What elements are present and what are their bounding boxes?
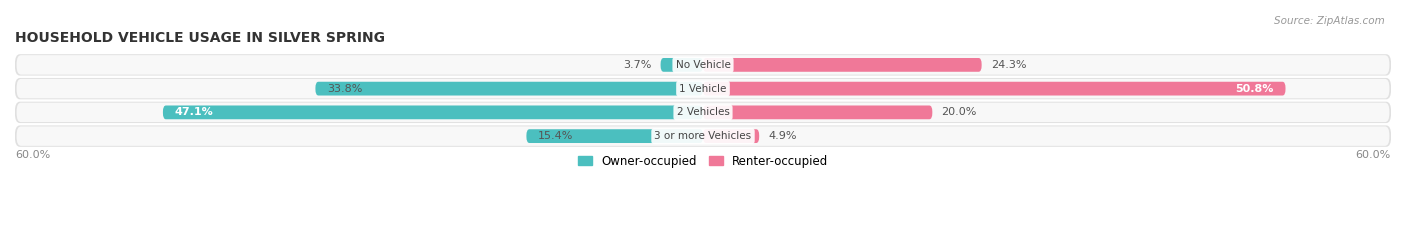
FancyBboxPatch shape bbox=[661, 58, 703, 72]
FancyBboxPatch shape bbox=[703, 106, 932, 119]
FancyBboxPatch shape bbox=[17, 103, 1389, 122]
Text: 2 Vehicles: 2 Vehicles bbox=[676, 107, 730, 117]
Text: 20.0%: 20.0% bbox=[942, 107, 977, 117]
FancyBboxPatch shape bbox=[703, 129, 759, 143]
FancyBboxPatch shape bbox=[526, 129, 703, 143]
Legend: Owner-occupied, Renter-occupied: Owner-occupied, Renter-occupied bbox=[572, 150, 834, 172]
FancyBboxPatch shape bbox=[15, 125, 1391, 147]
Text: 24.3%: 24.3% bbox=[991, 60, 1026, 70]
FancyBboxPatch shape bbox=[703, 82, 1285, 96]
Text: 3 or more Vehicles: 3 or more Vehicles bbox=[654, 131, 752, 141]
Text: No Vehicle: No Vehicle bbox=[675, 60, 731, 70]
Text: 47.1%: 47.1% bbox=[174, 107, 214, 117]
FancyBboxPatch shape bbox=[163, 106, 703, 119]
FancyBboxPatch shape bbox=[17, 55, 1389, 75]
FancyBboxPatch shape bbox=[315, 82, 703, 96]
Text: HOUSEHOLD VEHICLE USAGE IN SILVER SPRING: HOUSEHOLD VEHICLE USAGE IN SILVER SPRING bbox=[15, 31, 385, 45]
FancyBboxPatch shape bbox=[15, 78, 1391, 99]
FancyBboxPatch shape bbox=[17, 79, 1389, 98]
Text: Source: ZipAtlas.com: Source: ZipAtlas.com bbox=[1274, 16, 1385, 26]
Text: 60.0%: 60.0% bbox=[15, 150, 51, 160]
Text: 1 Vehicle: 1 Vehicle bbox=[679, 84, 727, 94]
Text: 3.7%: 3.7% bbox=[623, 60, 651, 70]
Text: 33.8%: 33.8% bbox=[326, 84, 363, 94]
Text: 15.4%: 15.4% bbox=[538, 131, 574, 141]
FancyBboxPatch shape bbox=[15, 54, 1391, 75]
Text: 60.0%: 60.0% bbox=[1355, 150, 1391, 160]
Text: 50.8%: 50.8% bbox=[1236, 84, 1274, 94]
Text: 4.9%: 4.9% bbox=[768, 131, 797, 141]
FancyBboxPatch shape bbox=[15, 102, 1391, 123]
FancyBboxPatch shape bbox=[703, 58, 981, 72]
FancyBboxPatch shape bbox=[17, 126, 1389, 146]
